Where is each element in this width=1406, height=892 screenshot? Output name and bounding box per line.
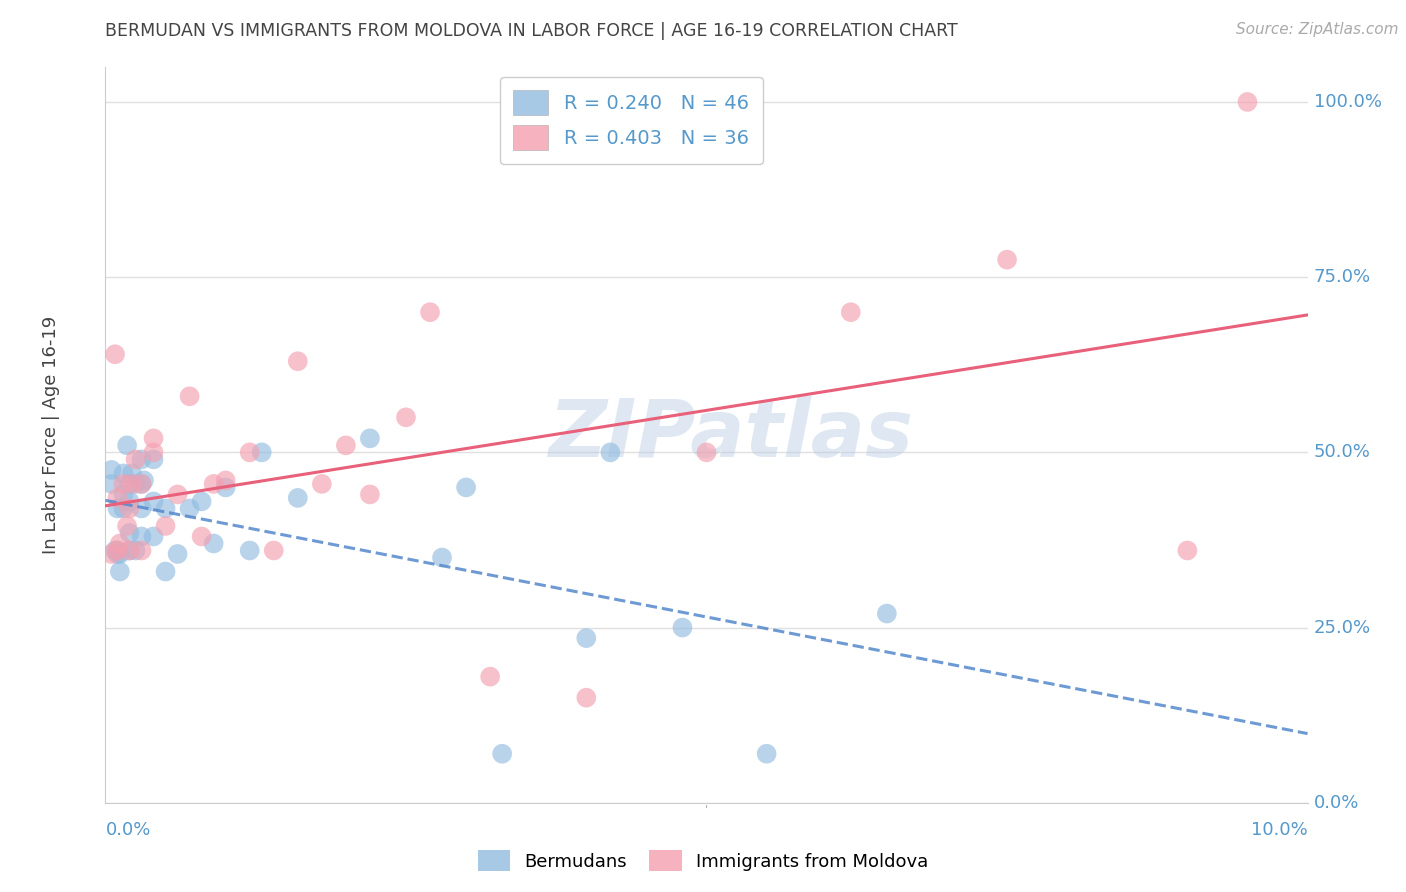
- Point: [131, 452, 153, 467]
- Point: [311, 477, 333, 491]
- Point: [359, 431, 381, 445]
- Point: [202, 477, 225, 491]
- Point: [118, 543, 141, 558]
- Point: [142, 452, 165, 467]
- Point: [755, 747, 778, 761]
- Point: [131, 543, 153, 558]
- Point: [100, 463, 122, 477]
- Point: [335, 438, 357, 452]
- Point: [112, 501, 135, 516]
- Point: [115, 438, 138, 452]
- Point: [118, 501, 141, 516]
- Point: [1236, 95, 1258, 109]
- Point: [995, 252, 1018, 267]
- Point: [190, 494, 212, 508]
- Point: [479, 670, 502, 684]
- Point: [142, 445, 165, 459]
- Point: [131, 477, 153, 491]
- Point: [166, 547, 188, 561]
- Point: [131, 477, 153, 491]
- Point: [115, 519, 138, 533]
- Point: [696, 445, 718, 459]
- Point: [287, 354, 309, 368]
- Point: [876, 607, 898, 621]
- Text: 0.0%: 0.0%: [1313, 794, 1360, 812]
- Point: [155, 519, 177, 533]
- Point: [118, 477, 141, 491]
- Text: In Labor Force | Age 16-19: In Labor Force | Age 16-19: [42, 316, 60, 554]
- Point: [599, 445, 621, 459]
- Point: [359, 487, 381, 501]
- Point: [142, 494, 165, 508]
- Point: [100, 547, 122, 561]
- Point: [430, 550, 453, 565]
- Point: [491, 747, 513, 761]
- Point: [575, 690, 598, 705]
- Point: [118, 543, 141, 558]
- Point: [107, 491, 129, 505]
- Point: [250, 445, 273, 459]
- Point: [190, 529, 212, 543]
- Text: Source: ZipAtlas.com: Source: ZipAtlas.com: [1236, 22, 1399, 37]
- Point: [179, 501, 201, 516]
- Text: 10.0%: 10.0%: [1251, 822, 1308, 839]
- Point: [239, 543, 262, 558]
- Point: [142, 431, 165, 445]
- Point: [124, 452, 146, 467]
- Point: [118, 526, 141, 541]
- Point: [108, 536, 131, 550]
- Point: [131, 529, 153, 543]
- Point: [118, 494, 141, 508]
- Point: [107, 543, 129, 558]
- Point: [214, 474, 236, 488]
- Text: 75.0%: 75.0%: [1313, 268, 1371, 286]
- Point: [419, 305, 441, 319]
- Point: [104, 543, 127, 558]
- Point: [107, 501, 129, 516]
- Point: [112, 467, 135, 481]
- Legend: Bermudans, Immigrants from Moldova: Bermudans, Immigrants from Moldova: [471, 843, 935, 879]
- Point: [239, 445, 262, 459]
- Point: [202, 536, 225, 550]
- Text: 50.0%: 50.0%: [1313, 443, 1371, 461]
- Point: [108, 565, 131, 579]
- Point: [179, 389, 201, 403]
- Point: [1175, 543, 1198, 558]
- Point: [287, 491, 309, 505]
- Point: [124, 543, 146, 558]
- Point: [142, 529, 165, 543]
- Point: [155, 565, 177, 579]
- Text: ZIPatlas: ZIPatlas: [548, 396, 912, 474]
- Point: [112, 487, 135, 501]
- Point: [132, 474, 155, 488]
- Point: [395, 410, 418, 425]
- Legend: R = 0.240   N = 46, R = 0.403   N = 36: R = 0.240 N = 46, R = 0.403 N = 36: [501, 77, 762, 163]
- Point: [166, 487, 188, 501]
- Point: [108, 547, 131, 561]
- Point: [839, 305, 862, 319]
- Text: 25.0%: 25.0%: [1313, 618, 1371, 637]
- Point: [454, 480, 477, 494]
- Point: [107, 543, 129, 558]
- Text: BERMUDAN VS IMMIGRANTS FROM MOLDOVA IN LABOR FORCE | AGE 16-19 CORRELATION CHART: BERMUDAN VS IMMIGRANTS FROM MOLDOVA IN L…: [105, 22, 959, 40]
- Point: [100, 477, 122, 491]
- Point: [121, 467, 143, 481]
- Point: [575, 631, 598, 645]
- Point: [107, 547, 129, 561]
- Text: 0.0%: 0.0%: [105, 822, 150, 839]
- Text: 100.0%: 100.0%: [1313, 93, 1382, 111]
- Point: [104, 347, 127, 361]
- Point: [155, 501, 177, 516]
- Point: [263, 543, 285, 558]
- Point: [214, 480, 236, 494]
- Point: [131, 501, 153, 516]
- Point: [671, 621, 693, 635]
- Point: [121, 477, 143, 491]
- Point: [112, 477, 135, 491]
- Point: [124, 477, 146, 491]
